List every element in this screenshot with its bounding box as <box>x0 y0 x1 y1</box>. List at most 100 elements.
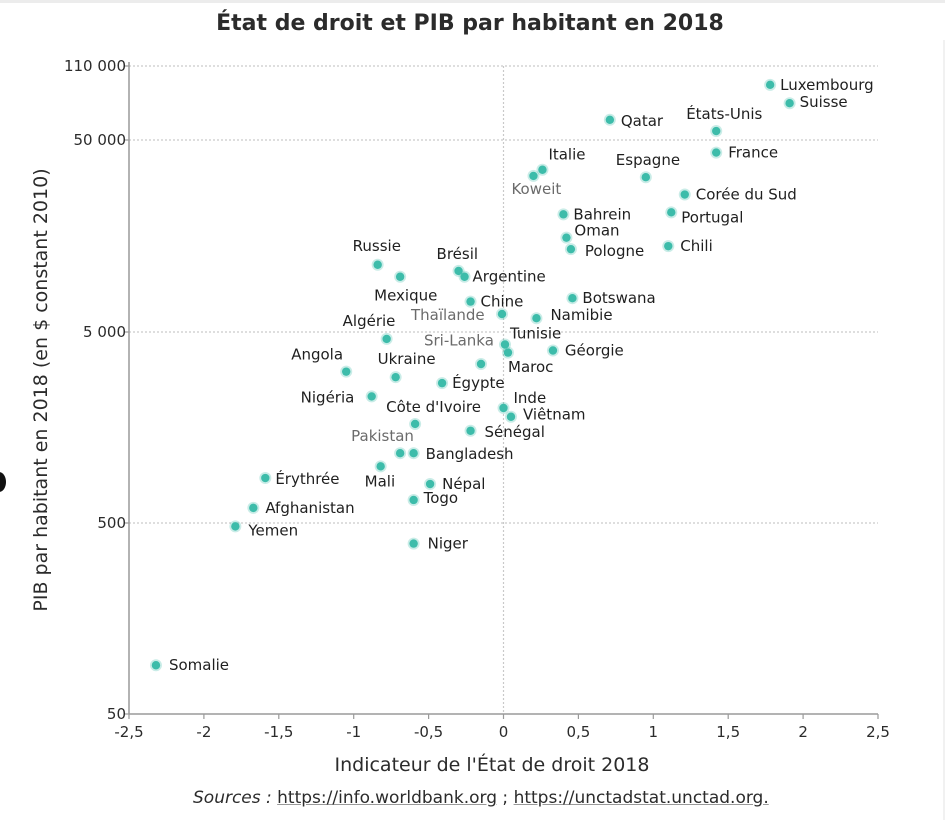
point-label-etats-unis: États-Unis <box>686 104 762 123</box>
point-label-pologne: Pologne <box>585 242 644 260</box>
x-tick-label: 0,5 <box>566 723 590 741</box>
point-label-oman: Oman <box>574 222 619 240</box>
point-label-bresil: Brésil <box>437 245 479 263</box>
point-georgie <box>548 346 558 355</box>
point-inde <box>499 403 508 413</box>
point-togo <box>409 495 418 505</box>
x-tick-label: 1 <box>649 723 659 741</box>
y-tick-label: 50 <box>107 705 126 723</box>
point-label-angola: Angola <box>291 346 343 364</box>
x-tick-label: -1 <box>346 723 361 741</box>
point-senegal <box>466 426 475 435</box>
point-koweit <box>529 171 538 181</box>
point-namibie <box>532 313 541 323</box>
x-axis-label: Indicateur de l'État de droit 2018 <box>335 753 650 776</box>
point-ukraine <box>391 372 400 382</box>
point-label-nepal: Népal <box>442 475 485 493</box>
point-egypte <box>437 378 447 388</box>
point-label-thailande: Thaïlande <box>410 306 485 324</box>
y-tick-label: 500 <box>97 514 126 532</box>
point-label-nigeria: Nigéria <box>301 388 355 406</box>
point-label-italie: Italie <box>548 146 585 164</box>
point-label-vietnam: Viêtnam <box>523 406 586 424</box>
point-sri-lanka <box>500 340 510 349</box>
x-tick-label: -0,5 <box>414 723 443 741</box>
worldbank-link[interactable]: https://info.worldbank.org <box>277 788 498 808</box>
point-etats-unis <box>712 126 721 136</box>
point-nigeria <box>367 392 376 401</box>
point-tunisie <box>503 348 513 357</box>
point-label-ukraine: Ukraine <box>378 350 436 368</box>
point-label-sri-lanka: Sri-Lanka <box>424 332 494 350</box>
point-russie <box>373 260 382 269</box>
point-label-mexique: Mexique <box>374 287 437 305</box>
point-algerie <box>382 334 391 344</box>
point-label-tunisie: Tunisie <box>509 325 561 343</box>
sources-line: Sources : https://info.worldbank.org ; h… <box>193 788 769 808</box>
point-label-espagne: Espagne <box>616 151 680 169</box>
point-nepal <box>425 479 435 489</box>
point-pologne <box>566 244 576 254</box>
x-tick-label: -2,5 <box>114 723 143 741</box>
point-label-somalie: Somalie <box>169 656 229 674</box>
sources-prefix: Sources : <box>193 788 272 808</box>
x-tick-label: 2,5 <box>866 723 890 741</box>
point-label-maroc: Maroc <box>508 358 553 376</box>
point-label-chili: Chili <box>680 237 712 255</box>
point-label-russie: Russie <box>353 237 401 255</box>
point-erythree <box>261 473 270 483</box>
point-label-portugal: Portugal <box>681 208 743 226</box>
x-tick-label: 2 <box>798 723 808 741</box>
point-bresil <box>454 266 463 276</box>
x-tick-label: 0 <box>499 723 509 741</box>
point-label-georgie: Géorgie <box>565 342 624 360</box>
point-label-yemen: Yemen <box>247 521 298 539</box>
point-mexique <box>395 272 405 281</box>
point-label-afghanistan: Afghanistan <box>265 499 354 517</box>
point-label-pakistan: Pakistan <box>351 427 414 445</box>
point-niger <box>409 539 418 548</box>
point-coree-du-sud <box>680 190 689 199</box>
point-qatar <box>605 115 615 125</box>
point-bahrein <box>559 210 568 219</box>
point-espagne <box>641 173 651 182</box>
point-argentine <box>460 272 469 281</box>
grid <box>129 65 878 714</box>
point-label-niger: Niger <box>428 535 469 553</box>
page-edge-marker <box>0 472 6 492</box>
top-border <box>0 0 945 3</box>
point-france <box>712 148 721 157</box>
point-chine <box>466 297 475 306</box>
point-bangladesh <box>409 448 418 458</box>
point-label-algerie: Algérie <box>343 312 396 330</box>
point-pakistan <box>395 448 405 458</box>
point-label-inde: Inde <box>514 389 547 407</box>
point-label-senegal: Sénégal <box>485 423 545 441</box>
y-axis-ticks: 50 500 5 000 50 000 110 000 <box>64 57 129 723</box>
point-afghanistan <box>249 503 258 513</box>
point-label-erythree: Érythrée <box>275 469 339 488</box>
chart-title: État de droit et PIB par habitant en 201… <box>216 10 724 36</box>
point-label-koweit: Koweit <box>511 180 561 198</box>
point-suisse <box>785 99 794 108</box>
point-italie <box>538 165 547 174</box>
point-angola <box>342 367 351 376</box>
x-tick-label: -1,5 <box>264 723 293 741</box>
point-vietnam <box>506 412 516 421</box>
point-yemen <box>231 522 240 531</box>
point-label-france: France <box>728 144 778 162</box>
point-label-namibie: Namibie <box>550 306 612 324</box>
point-portugal <box>667 208 676 217</box>
point-mali <box>376 462 385 471</box>
point-label-bangladesh: Bangladesh <box>426 445 514 463</box>
point-label-qatar: Qatar <box>621 112 664 130</box>
point-oman <box>562 233 571 242</box>
y-tick-label: 110 000 <box>64 57 126 75</box>
y-tick-label: 50 000 <box>74 131 127 149</box>
point-label-botswana: Botswana <box>582 289 655 307</box>
point-label-bahrein: Bahrein <box>573 205 631 223</box>
unctad-link[interactable]: https://unctadstat.unctad.org. <box>513 788 769 808</box>
point-thailande <box>497 309 507 319</box>
